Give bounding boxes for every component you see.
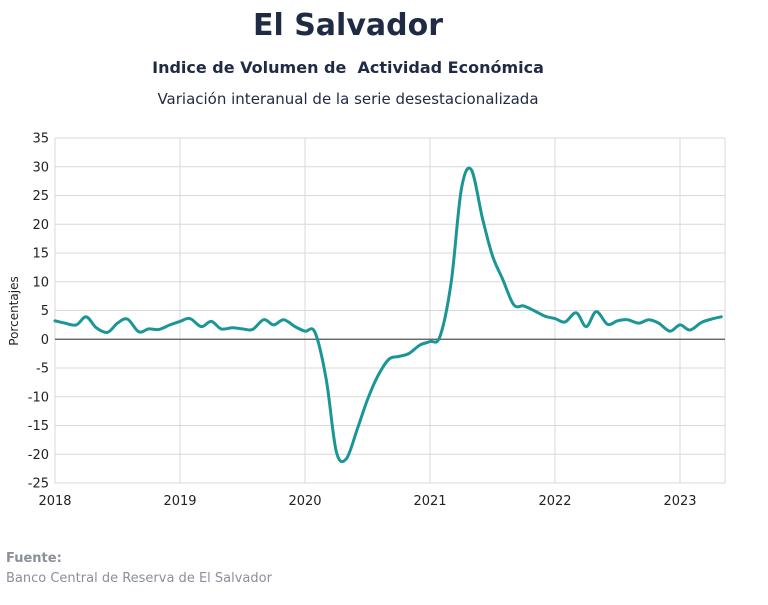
series-line xyxy=(53,166,723,464)
x-tick-label: 2019 xyxy=(163,494,196,509)
line-chart: 35 30 25 20 15 10 5 0 -5 -10 -15 -20 -25 2018 2019 202… xyxy=(7,132,726,509)
y-tick-label: 20 xyxy=(32,218,49,233)
y-tick-label: -5 xyxy=(36,362,49,377)
y-tick-label: 15 xyxy=(32,247,49,262)
x-tick-label: 2021 xyxy=(413,494,446,509)
y-tick-label: -15 xyxy=(28,419,49,434)
y-axis-label: Porcentajes xyxy=(7,276,21,345)
x-tick-label: 2022 xyxy=(538,494,571,509)
series-group xyxy=(53,166,723,464)
chart-subtitle: Indice de Volumen de Actividad Económica xyxy=(152,58,544,77)
y-tick-label: -25 xyxy=(28,477,49,492)
y-tick-label: -10 xyxy=(28,390,49,405)
y-tick-label: 0 xyxy=(41,333,49,348)
chart-title: El Salvador xyxy=(252,8,444,43)
y-tick-label: 25 xyxy=(32,189,49,204)
x-tick-label: 2018 xyxy=(38,494,71,509)
source-text: Banco Central de Reserva de El Salvador xyxy=(6,571,272,586)
y-tick-label: -20 xyxy=(28,448,49,463)
grid-lines xyxy=(54,137,726,484)
x-tick-label: 2020 xyxy=(288,494,321,509)
x-tick-label: 2023 xyxy=(663,494,696,509)
y-tick-label: 30 xyxy=(32,160,49,175)
y-tick-label: 10 xyxy=(32,275,49,290)
y-tick-label: 5 xyxy=(41,304,49,319)
y-axis-ticks: 35 30 25 20 15 10 5 0 -5 -10 -15 -20 -25 xyxy=(28,132,49,492)
x-axis-ticks: 2018 2019 2020 2021 2022 2023 xyxy=(38,494,696,509)
source-label: Fuente: xyxy=(6,551,62,566)
chart-subtitle-secondary: Variación interanual de la serie desesta… xyxy=(157,90,539,108)
y-tick-label: 35 xyxy=(32,132,49,147)
